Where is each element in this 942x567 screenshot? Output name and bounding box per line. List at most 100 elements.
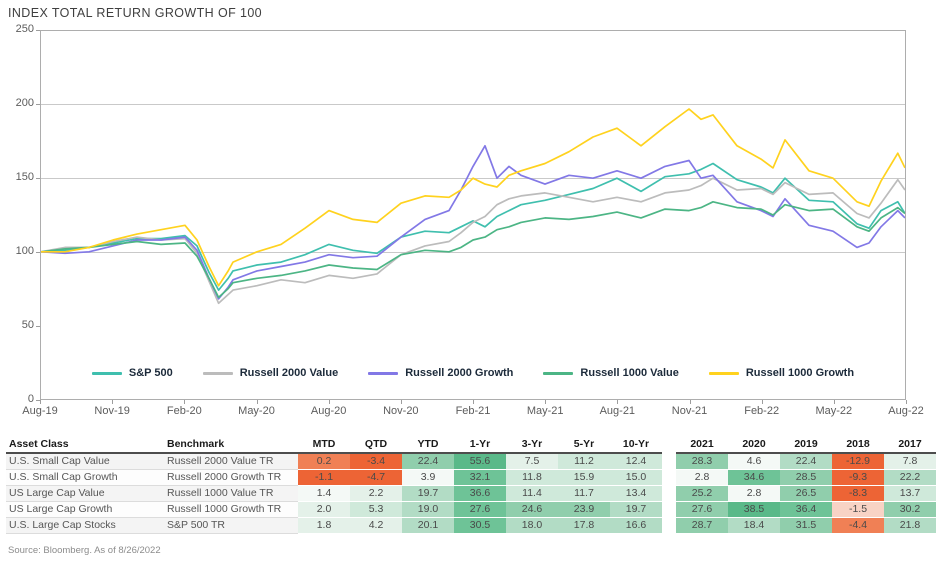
table-header-gap: [662, 437, 676, 452]
return-value-cell: -3.4: [350, 454, 402, 470]
return-value-cell: 16.6: [610, 518, 662, 534]
table-gap-cell: [662, 470, 676, 485]
year-return-cell: -8.3: [832, 486, 884, 502]
year-return-cell: 7.8: [884, 454, 936, 470]
asset-class-cell: U.S. Small Cap Value: [6, 454, 164, 470]
x-axis-tick: [617, 400, 619, 404]
x-axis-tick: [400, 400, 402, 404]
x-axis-label: Nov-19: [94, 405, 130, 417]
year-return-cell: 21.8: [884, 518, 936, 534]
legend-swatch-icon: [202, 371, 233, 375]
return-value-cell: 3.9: [402, 470, 454, 486]
x-axis-label: Nov-20: [383, 405, 419, 417]
return-value-cell: 5.3: [350, 502, 402, 518]
return-value-cell: 55.6: [454, 454, 506, 470]
x-axis-label: May-21: [526, 405, 564, 417]
return-value-cell: 20.1: [402, 518, 454, 534]
x-axis-tick: [545, 400, 547, 404]
return-value-cell: -1.1: [298, 470, 350, 486]
year-return-cell: 28.7: [676, 518, 728, 534]
x-axis-tick: [184, 400, 186, 404]
return-value-cell: 4.2: [350, 518, 402, 534]
table-header-5-yr: 5-Yr: [558, 437, 610, 454]
return-value-cell: 27.6: [454, 502, 506, 518]
return-value-cell: 19.7: [402, 486, 454, 502]
series-line-russell-1000-value: [41, 202, 905, 298]
table-header-1-yr: 1-Yr: [454, 437, 506, 454]
return-value-cell: 11.7: [558, 486, 610, 502]
table-header-2019: 2019: [780, 437, 832, 454]
year-return-cell: 13.7: [884, 486, 936, 502]
table-header-2017: 2017: [884, 437, 936, 454]
x-axis-tick: [112, 400, 114, 404]
y-axis-label: 100: [15, 245, 34, 257]
return-value-cell: -4.7: [350, 470, 402, 486]
benchmark-cell: Russell 1000 Growth TR: [164, 502, 298, 518]
y-axis-tick: [36, 30, 40, 31]
table-gap-cell: [662, 486, 676, 501]
table-header-3-yr: 3-Yr: [506, 437, 558, 454]
x-axis-tick: [906, 400, 907, 404]
series-line-russell-1000-growth: [41, 109, 905, 286]
x-axis-label: Aug-22: [888, 405, 924, 417]
y-axis-label: 200: [15, 97, 34, 109]
legend-label: Russell 1000 Growth: [745, 367, 855, 379]
legend-swatch-icon: [708, 371, 739, 375]
table-header-2021: 2021: [676, 437, 728, 454]
x-axis-label: Aug-19: [22, 405, 58, 417]
y-axis-tick: [36, 104, 40, 105]
year-return-cell: -4.4: [832, 518, 884, 534]
table-header-qtd: QTD: [350, 437, 402, 454]
return-value-cell: 19.0: [402, 502, 454, 518]
table-header-asset-class: Asset Class: [6, 437, 164, 454]
table-gap-cell: [662, 518, 676, 533]
return-value-cell: 15.0: [610, 470, 662, 486]
return-value-cell: 0.2: [298, 454, 350, 470]
return-value-cell: 7.5: [506, 454, 558, 470]
x-axis-label: May-20: [238, 405, 275, 417]
year-return-cell: 18.4: [728, 518, 780, 534]
x-axis-label: Feb-22: [744, 405, 780, 417]
series-line-s-p-500: [41, 164, 905, 291]
table-header-ytd: YTD: [402, 437, 454, 454]
legend-item: Russell 1000 Growth: [708, 367, 855, 379]
legend-item: S&P 500: [91, 367, 173, 379]
year-return-cell: -12.9: [832, 454, 884, 470]
y-axis-label: 250: [15, 23, 34, 35]
table-header-mtd: MTD: [298, 437, 350, 454]
return-value-cell: 11.4: [506, 486, 558, 502]
return-value-cell: 30.5: [454, 518, 506, 534]
return-value-cell: 24.6: [506, 502, 558, 518]
x-axis-tick: [761, 400, 763, 404]
legend-label: S&P 500: [128, 367, 173, 379]
return-value-cell: 23.9: [558, 502, 610, 518]
legend-item: Russell 2000 Value: [202, 367, 338, 379]
table-header-2018: 2018: [832, 437, 884, 454]
year-return-cell: -1.5: [832, 502, 884, 518]
return-value-cell: 15.9: [558, 470, 610, 486]
gridline: [41, 252, 905, 253]
year-return-cell: 4.6: [728, 454, 780, 470]
x-axis-label: Feb-21: [455, 405, 491, 417]
year-return-cell: 38.5: [728, 502, 780, 518]
x-axis-tick: [328, 400, 330, 404]
y-axis-tick: [36, 326, 40, 327]
return-value-cell: 12.4: [610, 454, 662, 470]
x-axis-tick: [473, 400, 474, 404]
x-axis-tick: [833, 400, 835, 404]
year-return-cell: 22.4: [780, 454, 832, 470]
return-value-cell: 36.6: [454, 486, 506, 502]
table-header-2020: 2020: [728, 437, 780, 454]
return-value-cell: 18.0: [506, 518, 558, 534]
return-value-cell: 1.8: [298, 518, 350, 534]
year-return-cell: 31.5: [780, 518, 832, 534]
return-value-cell: 11.8: [506, 470, 558, 486]
x-axis-tick: [256, 400, 258, 404]
table-header-10-yr: 10-Yr: [610, 437, 662, 454]
return-value-cell: 19.7: [610, 502, 662, 518]
year-return-cell: 34.6: [728, 470, 780, 486]
returns-table: Asset Class Benchmark MTD QTD YTD 1-Yr 3-Yr 5-Y…: [6, 437, 936, 534]
table-gap-cell: [662, 454, 676, 469]
year-return-cell: 27.6: [676, 502, 728, 518]
